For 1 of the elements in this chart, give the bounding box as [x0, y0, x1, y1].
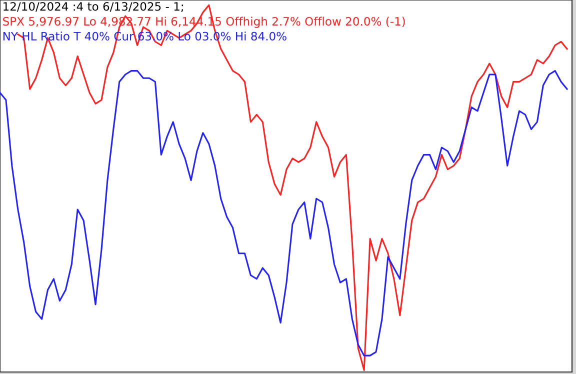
- chart-title: 12/10/2024 :4 to 6/13/2025 - 1;: [4, 2, 183, 12]
